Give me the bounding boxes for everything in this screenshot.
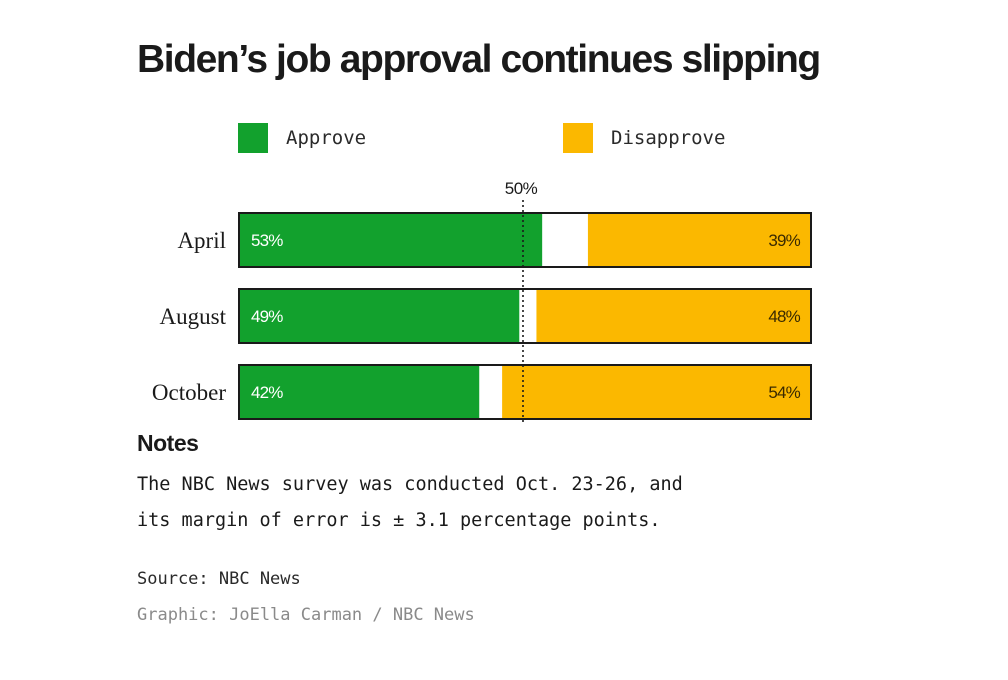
- notes-line-2: its margin of error is ± 3.1 percentage …: [137, 510, 661, 531]
- notes-heading: Notes: [137, 430, 199, 456]
- bar-disapprove-april: [587, 213, 811, 267]
- disapprove-value-august: 48%: [768, 307, 800, 326]
- reference-line-label: 50%: [505, 179, 538, 198]
- bar-approve-august: [239, 289, 520, 343]
- notes-line-1: The NBC News survey was conducted Oct. 2…: [137, 474, 683, 495]
- category-label-october: October: [152, 380, 226, 405]
- legend-approve-label: Approve: [286, 127, 367, 149]
- disapprove-value-october: 54%: [768, 383, 800, 402]
- bar-disapprove-august: [536, 289, 811, 343]
- disapprove-value-april: 39%: [768, 231, 800, 250]
- bar-approve-october: [239, 365, 480, 419]
- approve-value-october: 42%: [251, 383, 283, 402]
- graphic-credit: Graphic: JoElla Carman / NBC News: [137, 605, 475, 625]
- bar-border-august: [238, 288, 812, 344]
- stacked-bar-chart: April 53% 39% August 49% 48% October 42% 54% 50%: [152, 179, 812, 422]
- legend-disapprove-label: Disapprove: [611, 127, 726, 149]
- legend-disapprove: Disapprove: [563, 123, 725, 153]
- approve-value-august: 49%: [251, 307, 283, 326]
- bar-border-april: [238, 212, 812, 268]
- bar-border-october: [238, 364, 812, 420]
- legend-disapprove-swatch: [563, 123, 593, 153]
- legend-approve-swatch: [238, 123, 268, 153]
- chart-title: Biden’s job approval continues slipping: [137, 38, 821, 81]
- source-text: Source: NBC News: [137, 569, 301, 589]
- bar-disapprove-october: [502, 365, 811, 419]
- category-label-april: April: [177, 228, 226, 253]
- approve-value-april: 53%: [251, 231, 283, 250]
- category-label-august: August: [160, 304, 227, 329]
- bar-approve-april: [239, 213, 543, 267]
- legend-approve: Approve: [238, 123, 366, 153]
